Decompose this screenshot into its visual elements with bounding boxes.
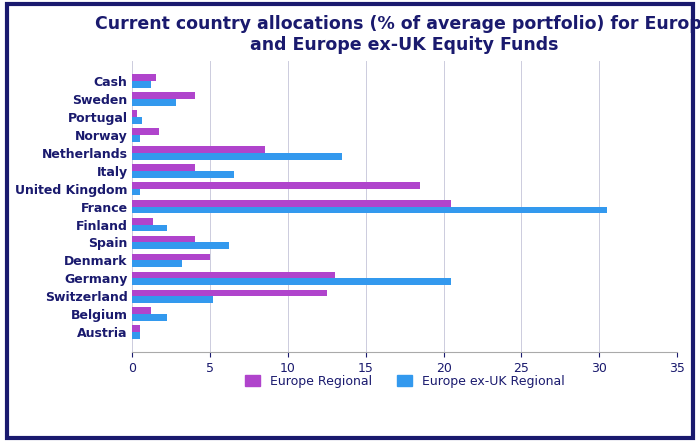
Bar <box>132 164 195 171</box>
Bar <box>132 81 151 88</box>
Bar <box>132 290 327 296</box>
Bar <box>132 182 420 189</box>
Bar <box>132 128 159 135</box>
Bar <box>132 225 167 231</box>
Bar <box>132 171 234 178</box>
Bar <box>132 206 607 213</box>
Bar <box>132 332 140 339</box>
Bar <box>132 135 140 141</box>
Bar <box>132 308 151 314</box>
Bar <box>132 99 176 106</box>
Bar <box>132 325 140 332</box>
Bar <box>132 278 452 285</box>
Bar <box>132 200 452 206</box>
Bar <box>132 146 265 153</box>
Bar <box>132 271 335 278</box>
Bar <box>132 296 214 303</box>
Title: Current country allocations (% of average portfolio) for Europe
and Europe ex-UK: Current country allocations (% of averag… <box>95 15 700 54</box>
Bar <box>132 92 195 99</box>
Bar <box>132 153 342 160</box>
Bar <box>132 117 141 124</box>
Bar <box>132 243 229 249</box>
Bar <box>132 189 140 195</box>
Bar <box>132 236 195 243</box>
Legend: Europe Regional, Europe ex-UK Regional: Europe Regional, Europe ex-UK Regional <box>240 370 570 392</box>
Bar <box>132 110 137 117</box>
Bar <box>132 218 153 225</box>
Bar <box>132 260 182 267</box>
Bar <box>132 254 210 260</box>
Bar <box>132 314 167 321</box>
Bar <box>132 74 155 81</box>
